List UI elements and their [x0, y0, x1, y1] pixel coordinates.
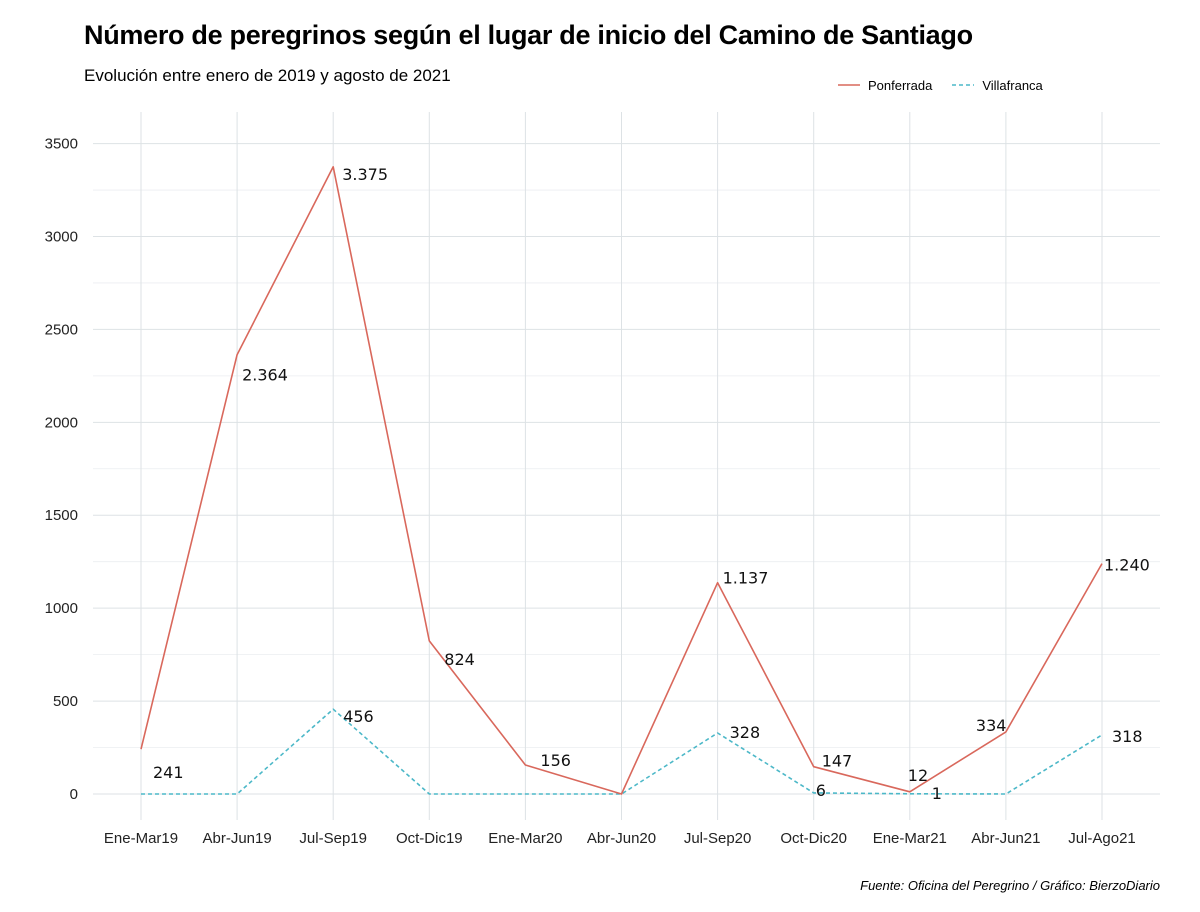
- legend-item-ponferrada: Ponferrada: [838, 78, 932, 93]
- x-tick-label: Oct-Dic19: [396, 830, 463, 847]
- data-label-ponferrada: 241: [153, 763, 184, 782]
- x-tick-label: Abr-Jun20: [587, 830, 656, 847]
- y-tick-label: 1000: [45, 600, 78, 617]
- y-tick-label: 2500: [45, 321, 78, 338]
- legend-swatch-ponferrada: [838, 84, 860, 86]
- x-tick-label: Ene-Mar21: [873, 830, 947, 847]
- data-label-ponferrada: 12: [908, 766, 928, 785]
- series-lines: [140, 166, 1103, 795]
- chart-title: Número de peregrinos según el lugar de i…: [84, 20, 973, 50]
- legend: Ponferrada Villafranca: [838, 76, 1063, 94]
- legend-label-villafranca: Villafranca: [982, 77, 1043, 93]
- data-label-ponferrada: 2.364: [242, 366, 288, 385]
- x-tick-label: Ene-Mar19: [104, 830, 178, 847]
- y-tick-label: 2000: [45, 414, 78, 431]
- x-tick-label: Abr-Jun21: [971, 830, 1040, 847]
- data-label-villafranca: 318: [1112, 727, 1143, 746]
- data-label-ponferrada: 1.137: [723, 569, 769, 588]
- chart-subtitle: Evolución entre enero de 2019 y agosto d…: [84, 66, 451, 85]
- data-label-villafranca: 328: [730, 723, 761, 742]
- series-line-ponferrada: [140, 166, 1103, 795]
- data-label-villafranca: 1: [932, 784, 942, 803]
- y-tick-label: 3500: [45, 136, 78, 153]
- y-tick-label: 3000: [45, 229, 78, 246]
- data-label-ponferrada: 824: [444, 650, 475, 669]
- grid: [93, 112, 1160, 820]
- series-line-villafranca: [141, 708, 1103, 795]
- x-tick-label: Abr-Jun19: [202, 830, 271, 847]
- data-label-ponferrada: 1.240: [1104, 556, 1150, 575]
- data-label-ponferrada: 3.375: [342, 165, 388, 184]
- data-label-villafranca: 456: [343, 707, 374, 726]
- x-tick-label: Jul-Sep19: [299, 830, 367, 847]
- x-axis-tick-labels: Ene-Mar19 Abr-Jun19 Jul-Sep19 Oct-Dic19 Ene-…: [104, 830, 1136, 847]
- x-tick-label: Oct-Dic20: [780, 830, 847, 847]
- y-tick-label: 0: [70, 786, 78, 803]
- data-label-ponferrada: 147: [822, 752, 853, 771]
- data-labels: 241 2.364 3.375 824 156 1.137 147 12 334 1.240 456…: [153, 165, 1150, 803]
- legend-item-villafranca: Villafranca: [952, 77, 1043, 93]
- data-label-ponferrada: 156: [540, 751, 571, 770]
- data-label-villafranca: 6: [816, 781, 826, 800]
- chart-caption: Fuente: Oficina del Peregrino / Gráfico:…: [860, 878, 1160, 893]
- legend-label-ponferrada: Ponferrada: [868, 77, 933, 93]
- legend-swatch-villafranca: [952, 84, 975, 86]
- x-tick-label: Ene-Mar20: [488, 830, 562, 847]
- x-tick-label: Jul-Ago21: [1068, 830, 1136, 847]
- y-tick-label: 1500: [45, 507, 78, 524]
- y-axis-tick-labels: 0 500 1000 1500 2000 2500 3000 3500: [45, 136, 78, 803]
- x-tick-label: Jul-Sep20: [684, 830, 752, 847]
- y-tick-label: 500: [53, 693, 78, 710]
- data-label-ponferrada: 334: [976, 716, 1007, 735]
